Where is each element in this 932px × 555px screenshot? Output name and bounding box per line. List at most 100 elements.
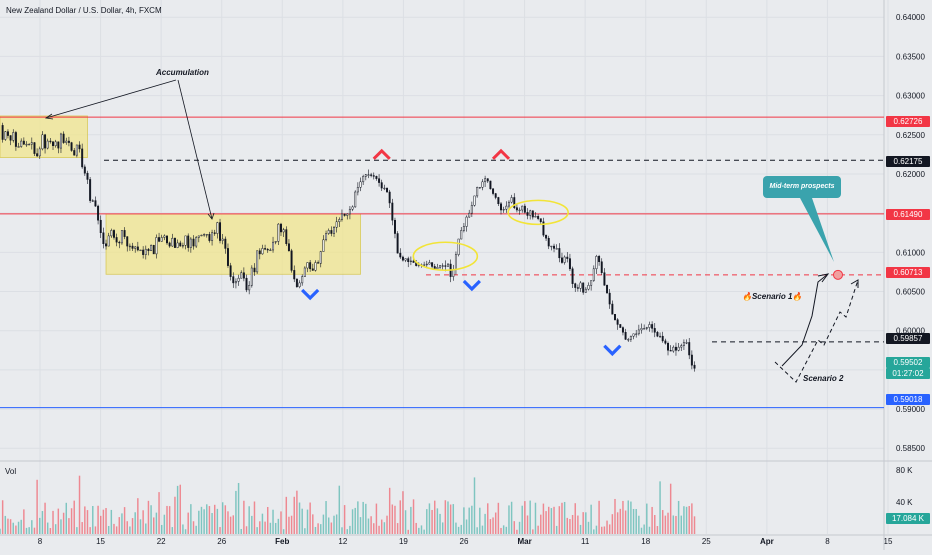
candle-body [44,134,47,149]
volume-bar [256,527,258,534]
candle-body [41,134,44,150]
candle-body [46,140,49,149]
volume-bar [306,509,309,534]
volume-bar [569,519,571,534]
candle-body [261,248,264,255]
volume-bar [240,528,242,534]
volume-bar [587,521,590,534]
volume-bar [680,515,682,534]
accumulation-arrow [45,79,177,119]
candle-body [166,235,168,244]
volume-bar [110,509,113,534]
volume-bar [614,498,616,534]
volume-bar [227,511,229,534]
volume-bar [84,506,86,534]
candle-body [672,346,675,352]
candle-body [81,148,84,168]
candle-body [4,131,7,140]
scenario-2-path [774,279,859,383]
volume-bar [272,509,274,534]
volume-bar [163,514,166,534]
candle-body [433,266,436,270]
candle-body [168,242,171,247]
volume-bar [542,503,545,534]
candle-body [205,234,208,236]
volume-bar [494,512,497,534]
candle-body [436,266,439,270]
candle-body [370,174,373,176]
volume-tick-label: 40 K [896,498,913,507]
candle-body [677,346,680,351]
volume-bar [341,527,343,534]
candle-body [486,178,489,182]
volume-bar [62,512,65,534]
candle-body [36,153,39,157]
candle-body [306,262,309,269]
volume-bar [487,503,489,534]
candle-body [86,172,89,180]
candle-body [375,176,378,179]
candle-body [97,205,100,221]
volume-bar [465,519,468,534]
x-tick-label: 19 [399,537,408,546]
volume-bar [532,529,534,534]
candle-body [144,248,147,255]
volume-bar [15,525,17,534]
candle-body [242,272,245,279]
candle-body [500,203,502,211]
candle-body [126,236,129,247]
y-tick-label: 0.64000 [896,13,925,22]
candle-body [664,340,667,344]
candle-body [584,288,587,293]
accumulation-zone [105,213,361,275]
volume-bar [107,525,110,534]
candle-body [470,205,473,214]
volume-bar [370,516,372,534]
volume-bar [134,512,136,534]
candle-body [181,245,184,247]
volume-bar [20,519,22,534]
volume-bar [418,527,420,534]
candle-body [521,205,524,211]
y-tick-label: 0.63000 [896,92,925,101]
candle-body [611,303,614,315]
candle-body [338,219,341,223]
volume-bar [534,502,537,534]
volume-bar [285,496,288,534]
volume-bar [70,508,73,534]
candle-body [211,232,214,241]
volume-bar [664,515,667,534]
volume-bar [145,523,147,534]
volume-bar [269,522,272,534]
volume-bar [593,529,595,534]
candle-body [582,282,585,293]
candle-body [110,230,113,237]
candle-body [425,263,428,266]
candle-body [184,235,187,246]
volume-bar [608,524,611,534]
candle-body [319,251,322,264]
candle-body [462,226,465,231]
volume-bar [33,527,36,534]
volume-bar [219,527,221,534]
volume-bar [457,526,460,534]
candle-body [102,232,105,244]
candle-body [120,230,123,244]
volume-bar [86,510,89,534]
volume-badge: 17.084 K [886,513,930,524]
volume-bar [404,510,407,534]
candle-body [335,221,338,228]
candle-body [73,150,76,156]
volume-bar [176,485,179,534]
volume-bar [179,484,181,534]
candle-body [571,268,574,284]
volume-bar [78,475,81,534]
volume-bar [582,512,584,534]
volume-bar [481,525,484,534]
volume-bar [97,505,99,534]
candle-body [526,212,529,216]
candle-body [608,292,611,305]
volume-bar [672,515,675,534]
